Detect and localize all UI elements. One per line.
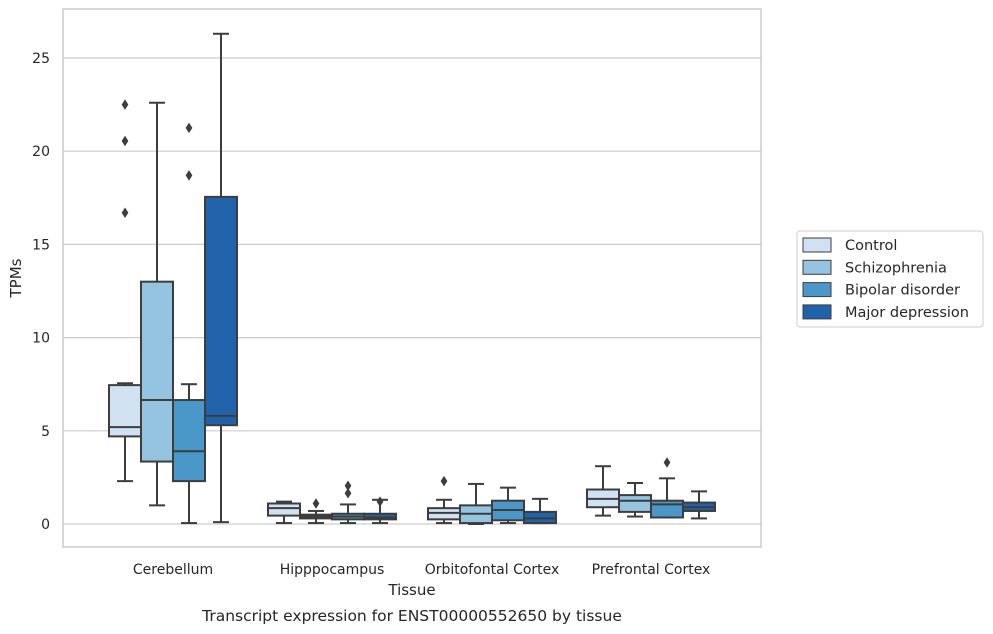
box-major-depression <box>363 496 397 525</box>
outlier-point <box>121 135 129 147</box>
y-tick-label: 20 <box>32 144 50 160</box>
box-bipolar-disorder <box>491 486 525 525</box>
legend-swatch <box>802 237 832 253</box>
legend-swatch <box>802 304 832 320</box>
outlier-point <box>185 122 193 134</box>
box-bipolar-disorder <box>650 457 684 519</box>
legend-label: Bipolar disorder <box>845 283 960 299</box>
box-major-depression <box>682 490 716 520</box>
box-major-depression <box>523 497 557 525</box>
outlier-point <box>312 498 320 509</box>
outlier-point <box>376 496 384 507</box>
iqr-box <box>172 399 206 483</box>
iqr-box <box>204 195 238 427</box>
outlier-point <box>121 99 129 110</box>
outlier-point <box>663 457 671 468</box>
box-bipolar-disorder <box>331 480 365 525</box>
y-tick-label: 25 <box>32 51 50 67</box>
legend-frame <box>796 230 984 328</box>
outlier-point <box>121 207 129 218</box>
y-tick-label: 10 <box>32 331 50 347</box>
box-schizophrenia <box>618 481 652 518</box>
x-axis-label: Tissue <box>387 581 435 599</box>
outlier-point <box>344 487 352 499</box>
outlier-point <box>440 475 448 487</box>
iqr-box <box>267 502 301 517</box>
y-tick-label: 0 <box>41 517 50 533</box>
y-tick-label: 15 <box>32 237 50 253</box>
y-axis-label: TPMs <box>7 258 25 298</box>
iqr-box <box>618 494 652 513</box>
y-tick-label: 5 <box>41 424 50 440</box>
plot-frame <box>62 8 762 548</box>
legend-label: Control <box>845 238 897 254</box>
outlier-point <box>344 480 352 492</box>
box-control <box>108 99 142 483</box>
box-control <box>427 475 461 525</box>
box-major-depression <box>204 32 238 524</box>
x-tick-label: Prefrontal Cortex <box>592 562 711 578</box>
box-bipolar-disorder <box>172 122 206 525</box>
boxplot-marks <box>108 32 716 525</box>
chart-caption: Transcript expression for ENST0000055265… <box>201 607 622 625</box>
iqr-box <box>108 384 142 438</box>
iqr-box <box>140 280 174 463</box>
legend-swatch <box>802 259 832 275</box>
box-control <box>267 500 301 525</box>
x-tick-label: Hipppocampus <box>280 562 385 578</box>
legend-swatch <box>802 282 832 298</box>
x-tick-label: Cerebellum <box>133 562 213 578</box>
box-schizophrenia <box>140 101 174 507</box>
iqr-box <box>650 499 684 519</box>
legend-label: Schizophrenia <box>845 260 947 276</box>
legend-label: Major depression <box>845 305 969 321</box>
box-schizophrenia <box>299 498 333 525</box>
x-tick-labels: Cerebellum Hipppocampus Orbitofontal Corte… <box>133 562 710 578</box>
box-schizophrenia <box>459 482 493 525</box>
y-tick-labels: 0 5 10 15 20 25 <box>32 51 50 533</box>
legend: Control Schizophrenia Bipolar disorder Majo… <box>796 230 984 328</box>
outlier-point <box>185 170 193 181</box>
x-tick-label: Orbitofontal Cortex <box>425 562 560 578</box>
box-control <box>586 465 620 517</box>
